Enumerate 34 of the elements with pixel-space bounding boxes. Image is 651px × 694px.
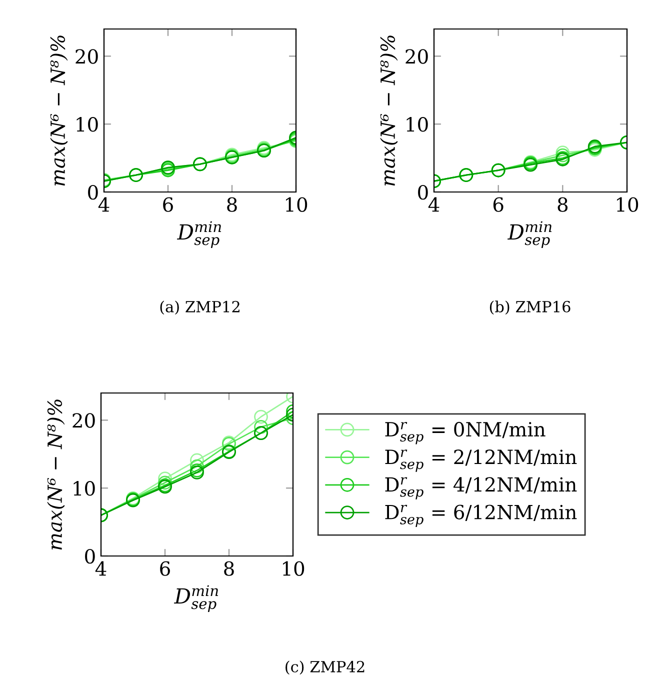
x-tick-label: 4 <box>428 197 440 212</box>
x-tick-label: 8 <box>227 197 237 212</box>
y-tick-label: 20 <box>406 49 428 64</box>
y-tick-label: 0 <box>418 184 428 200</box>
x-tick-label: 4 <box>98 197 110 212</box>
x-tick-label: 8 <box>558 197 568 212</box>
legend-label: D$^{r}$$_{sep}$ = 0NM/min <box>385 422 546 444</box>
y-tick-label: 20 <box>76 49 98 64</box>
y-tick-label: 10 <box>74 481 95 496</box>
x-tick-label: 6 <box>163 197 173 212</box>
x-tick-label: 10 <box>617 197 638 212</box>
x-tick-label: 8 <box>224 561 234 576</box>
x-tick-label: 6 <box>493 197 504 212</box>
x-axis-title: D$^{min}$$_{sep}$ <box>507 221 552 248</box>
text: (b) ZMP16 <box>490 300 570 315</box>
x-tick-label: 4 <box>95 561 106 576</box>
y-tick-label: 10 <box>406 117 428 132</box>
legend-label: D$^{r}$$_{sep}$ = 4/12NM/min <box>385 477 577 500</box>
x-tick-label: 6 <box>160 561 170 576</box>
y-tick-label: 20 <box>72 413 95 428</box>
x-axis-title: D$^{min}$$_{sep}$ <box>176 221 222 248</box>
y-axis-title: max(N⁶ − N⁸)% <box>50 36 68 186</box>
y-tick-label: 0 <box>85 548 95 564</box>
legend-label: D$^{r}$$_{sep}$ = 6/12NM/min <box>385 504 577 528</box>
y-axis-title: max(N⁶ − N⁸)% <box>380 36 398 186</box>
y-axis-title: max(N⁶ − N⁸)% <box>47 400 65 550</box>
text: (c) ZMP42 <box>286 660 364 675</box>
x-axis-title: D$^{min}$$_{sep}$ <box>174 585 218 612</box>
legend-label: D$^{r}$$_{sep}$ = 2/12NM/min <box>385 450 577 472</box>
y-tick-label: 0 <box>88 184 98 200</box>
y-tick-label: 10 <box>76 117 98 132</box>
x-tick-label: 10 <box>286 197 308 212</box>
text: (a) ZMP12 <box>160 300 240 315</box>
x-tick-label: 10 <box>283 561 304 576</box>
